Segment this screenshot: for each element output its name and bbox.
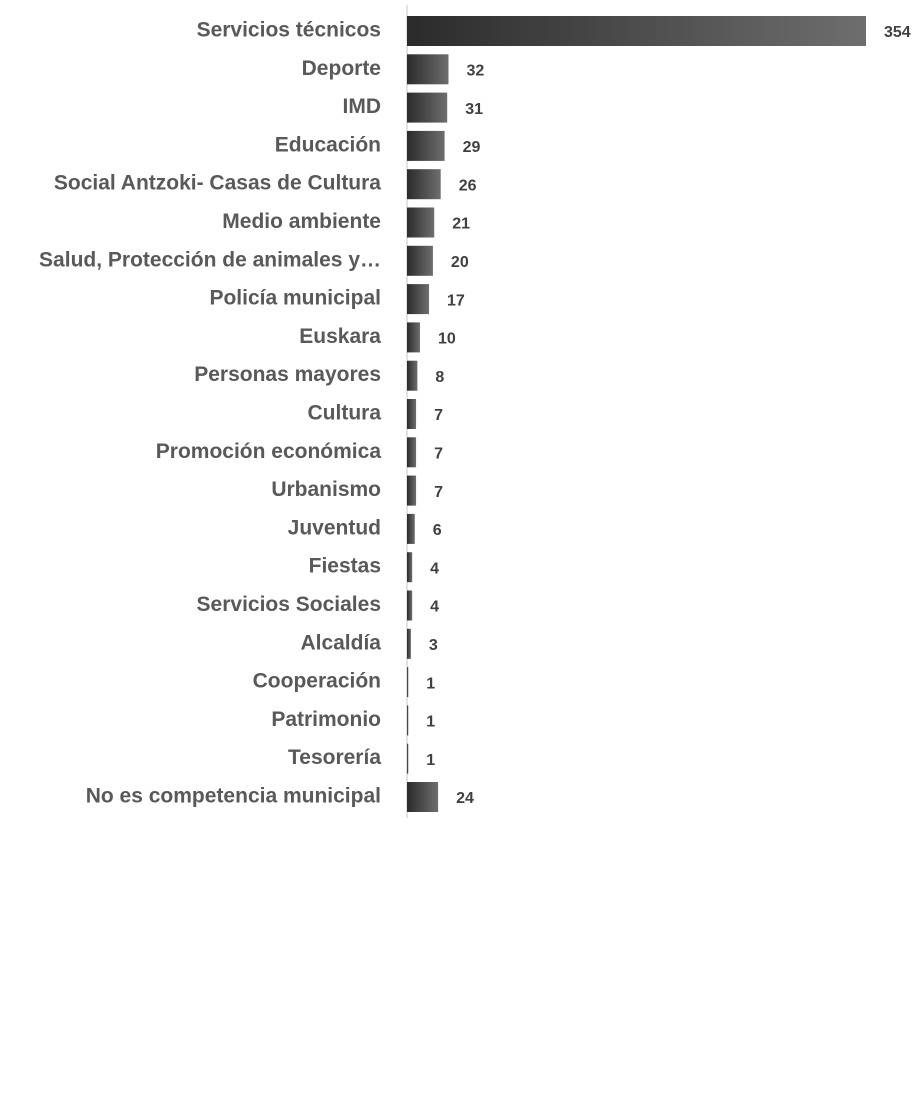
bar <box>407 513 415 544</box>
category-label: Juventud <box>288 516 381 539</box>
value-label: 7 <box>434 407 443 424</box>
category-label: Servicios técnicos <box>197 19 381 42</box>
value-label: 3 <box>429 637 438 654</box>
value-label: 7 <box>434 446 443 463</box>
bar <box>407 284 430 315</box>
value-label: 1 <box>426 675 435 692</box>
bar <box>407 92 448 123</box>
bar <box>407 590 413 621</box>
bar <box>407 782 439 812</box>
value-label: 17 <box>447 292 465 309</box>
value-label: 4 <box>430 599 439 616</box>
category-label: Servicios Sociales <box>197 593 381 616</box>
bar <box>407 628 411 659</box>
value-label: 7 <box>434 484 443 501</box>
value-label: 354 <box>884 24 911 41</box>
category-label: Educación <box>275 133 381 156</box>
category-label: Salud, Protección de animales y… <box>39 248 381 271</box>
value-label: 8 <box>435 369 444 386</box>
value-label: 10 <box>438 331 456 348</box>
category-label: No es competencia municipal <box>86 785 381 808</box>
bar <box>407 475 417 506</box>
value-label: 24 <box>456 790 474 807</box>
category-label: Patrimonio <box>271 708 381 731</box>
bar <box>407 437 417 468</box>
value-label: 26 <box>459 177 477 194</box>
value-label: 1 <box>426 752 435 769</box>
value-label: 32 <box>466 63 484 80</box>
value-label: 6 <box>433 522 442 539</box>
category-label: Cooperación <box>253 670 381 693</box>
bar <box>407 399 417 429</box>
category-label: Policía municipal <box>209 287 381 310</box>
value-label: 20 <box>451 254 469 271</box>
category-label: Promoción económica <box>156 440 382 463</box>
category-label: Medio ambiente <box>222 210 381 233</box>
bar <box>407 360 418 391</box>
value-label: 31 <box>465 101 483 118</box>
bar <box>407 207 435 238</box>
category-label: Deporte <box>302 57 381 80</box>
category-label: IMD <box>343 95 382 118</box>
bar <box>407 245 433 276</box>
category-label: Urbanismo <box>271 478 381 501</box>
bar <box>407 169 441 200</box>
bar <box>407 667 409 698</box>
category-label: Cultura <box>308 402 382 425</box>
bar <box>407 322 420 353</box>
value-label: 29 <box>463 139 481 156</box>
value-label: 21 <box>452 216 470 233</box>
category-label: Personas mayores <box>194 363 381 386</box>
category-label: Alcaldía <box>300 631 381 654</box>
bar <box>407 552 413 583</box>
category-label: Fiestas <box>309 555 381 578</box>
category-label: Tesorería <box>288 746 381 769</box>
bar <box>407 16 866 46</box>
bar <box>407 54 449 85</box>
category-label: Social Antzoki- Casas de Cultura <box>54 172 381 195</box>
category-label: Euskara <box>299 325 381 348</box>
bar <box>407 743 409 774</box>
value-label: 4 <box>430 560 439 577</box>
value-label: 1 <box>426 714 435 731</box>
bar <box>407 130 445 161</box>
bar <box>407 705 409 736</box>
